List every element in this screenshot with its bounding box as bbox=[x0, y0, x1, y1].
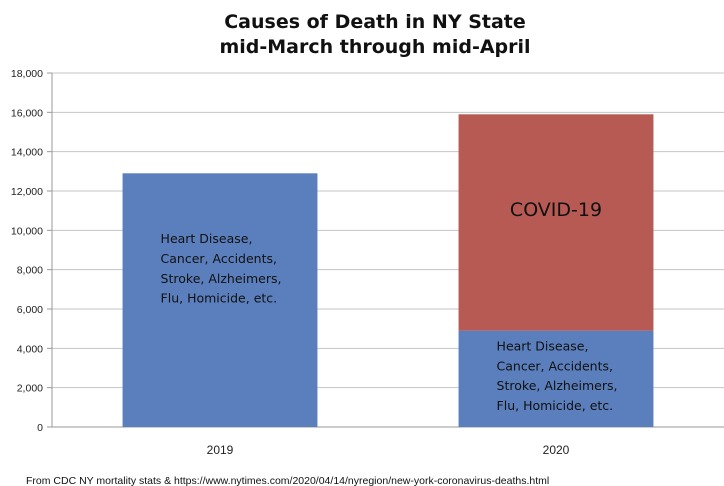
y-tick-label: 16,000 bbox=[11, 107, 43, 119]
chart-title-line-2: mid-March through mid-April bbox=[219, 36, 530, 58]
bar-other-2020 bbox=[458, 330, 654, 427]
y-tick-label: 2,000 bbox=[17, 383, 43, 395]
x-tick-label: 2020 bbox=[543, 443, 570, 457]
annotation-line: Cancer, Accidents, bbox=[161, 251, 277, 266]
annotation-line: Flu, Homicide, etc. bbox=[497, 398, 614, 413]
bar-annotations: Heart Disease, Cancer, Accidents, Stroke, … bbox=[161, 199, 618, 413]
y-tick-label: 14,000 bbox=[11, 147, 43, 159]
y-tick-label: 10,000 bbox=[11, 225, 43, 237]
bar-covid-2020 bbox=[458, 114, 654, 331]
annotation-line: Stroke, Alzheimers, bbox=[497, 378, 618, 393]
y-axis: 0 2,000 4,000 6,000 8,000 10,000 12,000 14,000 1… bbox=[11, 68, 53, 434]
annotation-line: Flu, Homicide, etc. bbox=[161, 291, 278, 306]
x-axis: 2019 2020 bbox=[207, 443, 570, 457]
bars bbox=[122, 114, 654, 427]
bar-other-2019 bbox=[122, 173, 318, 427]
y-tick-label: 12,000 bbox=[11, 186, 43, 198]
y-tick-label: 18,000 bbox=[11, 68, 43, 80]
y-tick-label: 6,000 bbox=[17, 304, 43, 316]
y-tick-label: 4,000 bbox=[17, 343, 43, 355]
annotation-line: Heart Disease, bbox=[161, 231, 253, 246]
covid-label: COVID-19 bbox=[510, 199, 602, 221]
source-note: From CDC NY mortality stats & https://ww… bbox=[26, 475, 549, 486]
annotation-line: Cancer, Accidents, bbox=[497, 358, 613, 373]
annotation-line: Stroke, Alzheimers, bbox=[161, 271, 282, 286]
y-tick-label: 8,000 bbox=[17, 265, 43, 277]
y-tick-label: 0 bbox=[37, 422, 43, 434]
annotation-line: Heart Disease, bbox=[497, 339, 589, 354]
chart-title-line-1: Causes of Death in NY State bbox=[224, 11, 526, 33]
x-tick-label: 2019 bbox=[207, 443, 234, 457]
